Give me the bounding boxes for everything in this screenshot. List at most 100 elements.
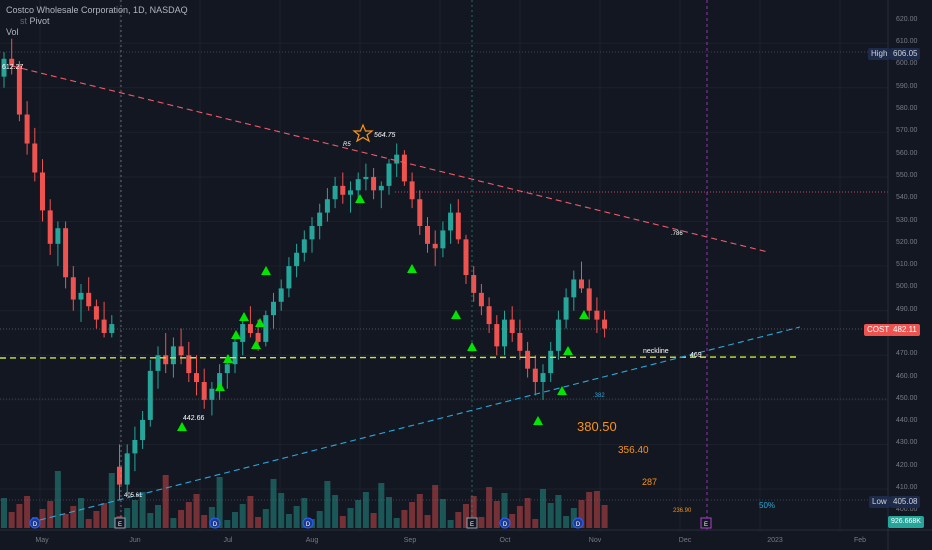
price-tick: 610.00 bbox=[896, 38, 918, 46]
candle-body bbox=[217, 373, 223, 389]
grid bbox=[0, 0, 888, 530]
volume-bar bbox=[285, 514, 292, 528]
high-label-tag: High bbox=[868, 48, 891, 60]
volume-bar bbox=[93, 511, 100, 528]
candle-body bbox=[147, 370, 153, 420]
symbol-tag: COST bbox=[864, 324, 893, 336]
candle-body bbox=[509, 319, 515, 333]
candle-body bbox=[486, 306, 492, 325]
candle-body bbox=[455, 212, 461, 240]
time-tick: Oct bbox=[499, 537, 511, 544]
low-value-tag: 405.08 bbox=[890, 496, 921, 508]
price-tick: 630.00 bbox=[896, 0, 917, 1]
dividend-marker[interactable]: D bbox=[302, 517, 314, 529]
candle-body bbox=[278, 288, 284, 302]
candle-body bbox=[63, 228, 69, 278]
price-tick: 470.00 bbox=[896, 350, 918, 358]
volume-bar bbox=[439, 499, 446, 528]
volume-bar bbox=[39, 509, 46, 528]
candle-body bbox=[170, 346, 176, 365]
candle-body bbox=[140, 419, 146, 440]
indicator-name: Pivot bbox=[29, 16, 50, 26]
low-442-label: 442.66 bbox=[183, 415, 205, 422]
candle-body bbox=[132, 439, 138, 454]
volume-bar bbox=[532, 519, 539, 528]
dividend-marker[interactable]: D bbox=[572, 517, 584, 529]
pivot-signal-icon bbox=[451, 310, 461, 319]
candle-body bbox=[294, 252, 300, 267]
price-tick: 510.00 bbox=[896, 261, 918, 269]
candle-body bbox=[579, 279, 584, 289]
candles bbox=[1, 38, 608, 501]
volume-bar bbox=[78, 498, 84, 528]
volume-bar bbox=[378, 483, 385, 528]
candle-body bbox=[563, 297, 569, 320]
volume-bar bbox=[193, 494, 200, 528]
candle-body bbox=[247, 324, 253, 333]
candle-body bbox=[40, 172, 45, 211]
pivot-signal-icon bbox=[579, 310, 589, 319]
dividend-marker[interactable]: D bbox=[499, 517, 511, 529]
volume-bar bbox=[147, 513, 154, 528]
pivot-signal-icon bbox=[215, 382, 225, 391]
candle-body bbox=[70, 277, 76, 300]
volume-bar bbox=[24, 496, 31, 528]
volume-bar bbox=[108, 473, 115, 528]
candle-body bbox=[394, 154, 400, 164]
volume-bar bbox=[16, 504, 23, 528]
candle-body bbox=[286, 266, 292, 289]
event-marker-label: D bbox=[576, 522, 581, 528]
volume-bar bbox=[547, 503, 554, 528]
volume-bar bbox=[85, 519, 92, 528]
volume-bar bbox=[201, 515, 208, 528]
pivot-signal-icon bbox=[407, 264, 417, 273]
pivot-signal-icon bbox=[355, 194, 365, 203]
event-marker-label: E bbox=[704, 522, 708, 528]
indicator-prefix: st bbox=[20, 16, 28, 26]
earnings-marker[interactable]: E bbox=[700, 517, 712, 529]
volume-bar bbox=[570, 508, 577, 528]
price-tick: 500.00 bbox=[896, 283, 918, 291]
volume-bar bbox=[301, 498, 308, 528]
event-marker-label: D bbox=[213, 522, 218, 528]
volume-bar bbox=[339, 516, 346, 528]
time-tick: Dec bbox=[678, 537, 692, 544]
star-price-label: 564.75 bbox=[374, 132, 396, 139]
pivot-signals bbox=[177, 194, 589, 431]
volume-bar bbox=[131, 500, 138, 528]
indicator-row: st Pivot bbox=[6, 16, 50, 27]
candle-body bbox=[540, 373, 546, 383]
candle-body bbox=[55, 228, 61, 244]
target-380-label: 380.50 bbox=[577, 419, 617, 434]
earnings-marker[interactable]: E bbox=[466, 517, 478, 529]
volume-bar bbox=[432, 485, 439, 528]
candle-body bbox=[301, 239, 307, 253]
candle-body bbox=[255, 332, 261, 342]
candle-body bbox=[371, 176, 377, 191]
volume-bar bbox=[563, 516, 570, 528]
candle-body bbox=[417, 199, 423, 226]
volume-bar bbox=[8, 512, 15, 528]
target-356-label: 356.40 bbox=[618, 445, 649, 456]
earnings-marker[interactable]: E bbox=[114, 517, 126, 529]
candle-body bbox=[355, 179, 361, 191]
dividend-marker[interactable]: D bbox=[209, 517, 221, 529]
candle-body bbox=[224, 364, 230, 374]
volume-bar bbox=[70, 506, 77, 528]
volume-bar bbox=[540, 489, 546, 528]
price-tick: 570.00 bbox=[896, 127, 918, 135]
price-tick: 430.00 bbox=[896, 439, 918, 447]
volume-bar bbox=[509, 514, 516, 528]
r5-label: R5 bbox=[343, 142, 351, 148]
candle-body bbox=[378, 185, 384, 191]
volume-indicator-label: Vol bbox=[6, 27, 19, 37]
candle-body bbox=[232, 341, 238, 365]
dividend-marker[interactable]: D bbox=[29, 517, 41, 529]
time-tick: May bbox=[35, 537, 49, 544]
neckline-label: neckline bbox=[643, 348, 669, 355]
volume-bar bbox=[355, 500, 362, 528]
volume-bar bbox=[293, 506, 300, 528]
price-tick: 400.00 bbox=[896, 506, 918, 514]
